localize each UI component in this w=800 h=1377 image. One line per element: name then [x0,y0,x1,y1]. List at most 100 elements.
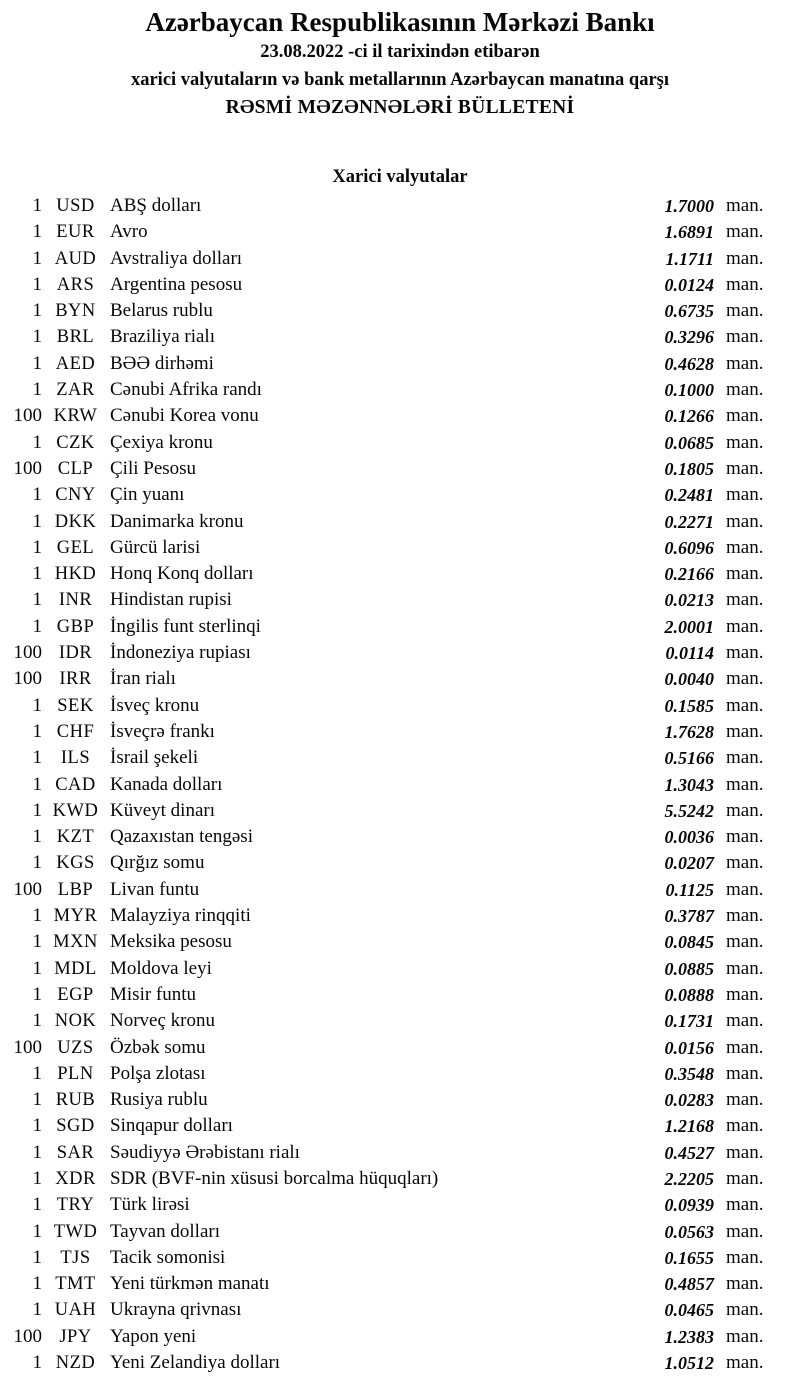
name-cell: Rusiya rublu [110,1089,208,1111]
currency-row: 1 SEK İsveç kronu 0.1585 man. [0,693,800,719]
currency-table: 1 USD ABŞ dolları 1.7000 man. 1 EUR Avro… [0,193,800,1376]
code-cell: ILS [60,748,91,769]
rate-cell: 0.0156 [664,1037,715,1058]
unit-cell: man. [726,589,764,611]
qty-cell: 1 [32,799,43,821]
rate-cell: 5.5242 [664,800,715,821]
qty-cell: 1 [32,1167,43,1189]
code-cell: BYN [55,301,96,322]
unit-cell: man. [726,668,764,690]
rate-cell: 0.0685 [664,432,715,453]
name-cell: Tacik somonisi [110,1246,226,1268]
currency-row: 1 EGP Misir funtu 0.0888 man. [0,982,800,1008]
unit-cell: man. [726,405,764,427]
code-cell: UZS [57,1037,94,1058]
currency-row: 1 TMT Yeni türkmən manatı 0.4857 man. [0,1271,800,1297]
unit-cell: man. [726,484,764,506]
qty-cell: 100 [13,1036,43,1058]
rate-cell: 0.0114 [665,643,714,664]
unit-cell: man. [726,720,764,742]
currency-row: 1 ILS İsrail şekeli 0.5166 man. [0,745,800,771]
currency-row: 1 NZD Yeni Zelandiya dolları 1.0512 man. [0,1350,800,1376]
qty-cell: 1 [32,931,43,953]
currency-row: 1 SAR Səudiyyə Ərəbistanı rialı 0.4527 m… [0,1140,800,1166]
qty-cell: 1 [32,826,43,848]
qty-cell: 1 [32,1089,43,1111]
code-cell: KWD [52,800,99,821]
name-cell: Ukrayna qrivnası [110,1299,242,1321]
qty-cell: 1 [32,510,43,532]
qty-cell: 1 [32,1141,43,1163]
unit-cell: man. [726,642,764,664]
qty-cell: 1 [32,1352,43,1374]
qty-cell: 1 [32,694,43,716]
currency-row: 1 EUR Avro 1.6891 man. [0,219,800,245]
code-cell: TJS [60,1247,91,1268]
rate-cell: 0.0845 [664,932,715,953]
code-cell: BRL [56,327,95,348]
unit-cell: man. [726,1220,764,1242]
unit-cell: man. [726,1141,764,1163]
rate-cell: 1.2383 [664,1326,715,1347]
unit-cell: man. [726,379,764,401]
code-cell: NZD [55,1353,96,1374]
name-cell: Norveç kronu [110,1010,215,1032]
code-cell: MXN [53,932,98,953]
qty-cell: 1 [32,852,43,874]
unit-cell: man. [726,773,764,795]
name-cell: Hindistan rupisi [110,589,232,611]
code-cell: GBP [56,616,95,637]
qty-cell: 1 [32,747,43,769]
unit-cell: man. [726,878,764,900]
qty-cell: 1 [32,905,43,927]
code-cell: MDL [54,958,97,979]
code-cell: SAR [56,1142,95,1163]
rate-cell: 0.1000 [664,380,715,401]
currency-row: 1 XDR SDR (BVF-nin xüsusi borcalma hüquq… [0,1166,800,1192]
qty-cell: 1 [32,1194,43,1216]
unit-cell: man. [726,1115,764,1137]
currency-row: 100 LBP Livan funtu 0.1125 man. [0,877,800,903]
currency-row: 1 MYR Malayziya rinqqiti 0.3787 man. [0,903,800,929]
unit-cell: man. [726,563,764,585]
qty-cell: 100 [13,405,43,427]
unit-cell: man. [726,326,764,348]
qty-cell: 1 [32,273,43,295]
bulletin-header: Azərbaycan Respublikasının Mərkəzi Bankı… [0,0,800,122]
rate-cell: 1.7628 [664,721,715,742]
code-cell: RUB [55,1090,96,1111]
unit-cell: man. [726,457,764,479]
currency-row: 1 PLN Polşa zlotası 0.3548 man. [0,1061,800,1087]
currency-row: 1 BYN Belarus rublu 0.6735 man. [0,298,800,324]
qty-cell: 1 [32,720,43,742]
rate-cell: 0.3787 [664,906,715,927]
qty-cell: 1 [32,615,43,637]
qty-cell: 1 [32,1246,43,1268]
unit-cell: man. [726,694,764,716]
unit-cell: man. [726,1194,764,1216]
name-cell: Küveyt dinarı [110,799,216,821]
rate-cell: 0.2271 [664,511,715,532]
code-cell: IRR [59,669,92,690]
rate-cell: 0.3548 [664,1063,715,1084]
qty-cell: 1 [32,589,43,611]
qty-cell: 1 [32,484,43,506]
currency-row: 1 MXN Meksika pesosu 0.0845 man. [0,929,800,955]
currency-row: 1 HKD Honq Konq dolları 0.2166 man. [0,561,800,587]
bulletin-title: RƏSMİ MƏZƏNNƏLƏRİ BÜLLETENİ [225,97,575,118]
unit-cell: man. [726,1273,764,1295]
unit-cell: man. [726,247,764,269]
name-cell: Gürcü larisi [110,536,201,558]
name-cell: İngilis funt sterlinqi [110,615,261,637]
currency-row: 1 CZK Çexiya kronu 0.0685 man. [0,430,800,456]
unit-cell: man. [726,536,764,558]
rate-cell: 0.1731 [664,1011,715,1032]
unit-cell: man. [726,1089,764,1111]
name-cell: İsrail şekeli [110,747,199,769]
qty-cell: 1 [32,1273,43,1295]
currency-row: 1 SGD Sinqapur dolları 1.2168 man. [0,1113,800,1139]
rate-cell: 0.0563 [664,1221,715,1242]
name-cell: Braziliya rialı [110,326,215,348]
currency-row: 1 CHF İsveçrə frankı 1.7628 man. [0,719,800,745]
code-cell: AUD [54,248,97,269]
